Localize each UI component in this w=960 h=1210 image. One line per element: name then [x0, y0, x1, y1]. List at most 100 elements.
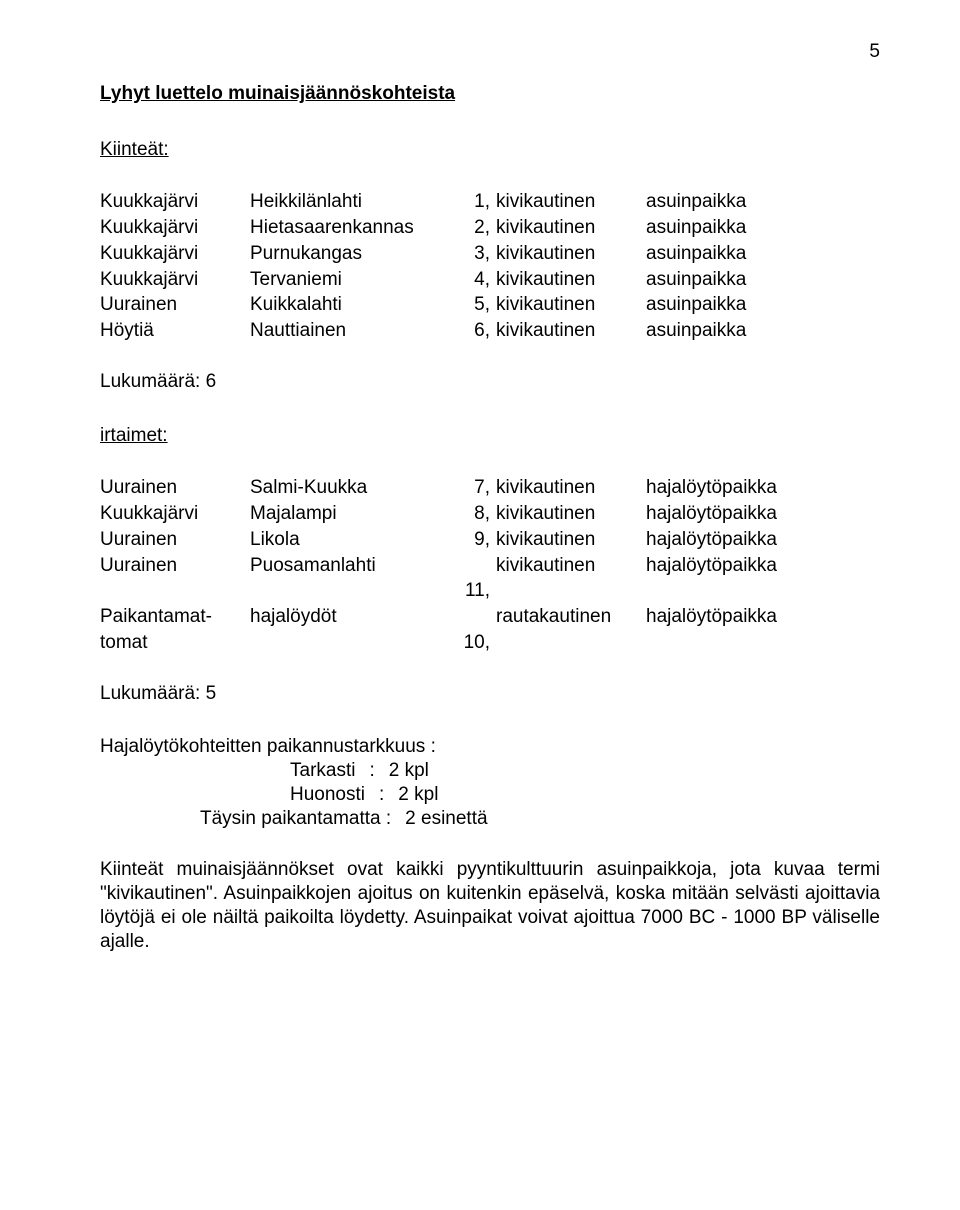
accuracy-value: 2 esinettä [405, 807, 487, 831]
table-cell: Kuukkajärvi [100, 215, 250, 241]
table-cell: Kuukkajärvi [100, 241, 250, 267]
accuracy-line: Tarkasti:2 kpl [100, 759, 880, 783]
table-cell: 9, [450, 527, 496, 553]
kiinteat-label: Kiinteät: [100, 138, 880, 162]
table-cell: 5, [450, 292, 496, 318]
table-cell: kivikautinen [496, 292, 646, 318]
table-row: HöytiäNauttiainen6,kivikautinenasuinpaik… [100, 318, 816, 344]
table-cell: kivikautinen [496, 267, 646, 293]
accuracy-label: Huonosti [290, 783, 365, 807]
table-row: UurainenPuosamanlahti kivikautinenhajalöy… [100, 553, 816, 579]
table-row: tomat 10, [100, 630, 816, 656]
table-cell: Uurainen [100, 475, 250, 501]
table-row: UurainenKuikkalahti5,kivikautinenasuinpa… [100, 292, 816, 318]
table-row: KuukkajärviTervaniemi4,kivikautinenasuin… [100, 267, 816, 293]
table-cell [496, 578, 646, 604]
table-cell [450, 553, 496, 579]
table-cell: 2, [450, 215, 496, 241]
page-title: Lyhyt luettelo muinaisjäännöskohteista [100, 82, 880, 106]
accuracy-value: 2 kpl [389, 759, 429, 783]
table-row: KuukkajärviPurnukangas3,kivikautinenasui… [100, 241, 816, 267]
accuracy-label: Tarkasti [290, 759, 355, 783]
accuracy-colon: : [365, 783, 398, 807]
table-cell: rautakautinen [496, 604, 646, 630]
table-cell: 10, [450, 630, 496, 656]
table-cell: kivikautinen [496, 553, 646, 579]
table-row: KuukkajärviHietasaarenkannas2,kivikautin… [100, 215, 816, 241]
table-cell [646, 630, 816, 656]
table-cell: kivikautinen [496, 189, 646, 215]
body-paragraph: Kiinteät muinaisjäännökset ovat kaikki p… [100, 858, 880, 953]
table-cell: Uurainen [100, 553, 250, 579]
table-cell [496, 630, 646, 656]
table-cell [250, 578, 450, 604]
table-row: Paikantamat-hajalöydöt rautakautinenhajal… [100, 604, 816, 630]
table-cell: hajalöytöpaikka [646, 604, 816, 630]
irtaimet-table: UurainenSalmi-Kuukka7,kivikautinenhajalö… [100, 475, 816, 655]
table-cell: hajalöytöpaikka [646, 553, 816, 579]
table-row: KuukkajärviMajalampi8,kivikautinenhajalö… [100, 501, 816, 527]
accuracy-colon: : [355, 759, 388, 783]
table-cell: Puosamanlahti [250, 553, 450, 579]
accuracy-line: Täysin paikantamatta : 2 esinettä [100, 807, 880, 831]
table-cell: tomat [100, 630, 250, 656]
table-cell: 7, [450, 475, 496, 501]
table-row: 11, [100, 578, 816, 604]
table-cell: Kuukkajärvi [100, 267, 250, 293]
table-row: UurainenSalmi-Kuukka7,kivikautinenhajalö… [100, 475, 816, 501]
table-cell [100, 578, 250, 604]
table-cell: 1, [450, 189, 496, 215]
table-cell: 3, [450, 241, 496, 267]
table-cell: 4, [450, 267, 496, 293]
accuracy-line: Huonosti:2 kpl [100, 783, 880, 807]
irtaimet-count: Lukumäärä: 5 [100, 682, 880, 706]
table-cell [646, 578, 816, 604]
table-cell: hajalöydöt [250, 604, 450, 630]
table-cell: kivikautinen [496, 475, 646, 501]
table-cell: hajalöytöpaikka [646, 475, 816, 501]
table-cell: asuinpaikka [646, 215, 816, 241]
irtaimet-label: irtaimet: [100, 424, 880, 448]
table-cell: asuinpaikka [646, 241, 816, 267]
accuracy-title: Hajalöytökohteitten paikannustarkkuus : [100, 735, 880, 759]
table-cell: Heikkilänlahti [250, 189, 450, 215]
page-number: 5 [100, 40, 880, 64]
table-cell: kivikautinen [496, 215, 646, 241]
table-cell: Kuukkajärvi [100, 189, 250, 215]
table-cell: Paikantamat- [100, 604, 250, 630]
table-cell: Purnukangas [250, 241, 450, 267]
accuracy-block: Hajalöytökohteitten paikannustarkkuus : … [100, 735, 880, 830]
table-row: KuukkajärviHeikkilänlahti1,kivikautinena… [100, 189, 816, 215]
table-cell [450, 604, 496, 630]
table-cell: Hietasaarenkannas [250, 215, 450, 241]
table-cell: hajalöytöpaikka [646, 501, 816, 527]
table-cell: asuinpaikka [646, 267, 816, 293]
table-cell: asuinpaikka [646, 292, 816, 318]
table-cell: Höytiä [100, 318, 250, 344]
table-cell: 8, [450, 501, 496, 527]
table-cell [250, 630, 450, 656]
kiinteat-table: KuukkajärviHeikkilänlahti1,kivikautinena… [100, 189, 816, 344]
table-cell: Kuukkajärvi [100, 501, 250, 527]
table-cell: Nauttiainen [250, 318, 450, 344]
table-cell: kivikautinen [496, 527, 646, 553]
accuracy-value: 2 kpl [398, 783, 438, 807]
table-cell: kivikautinen [496, 241, 646, 267]
kiinteat-count: Lukumäärä: 6 [100, 370, 880, 394]
table-cell: 6, [450, 318, 496, 344]
table-cell: Salmi-Kuukka [250, 475, 450, 501]
table-cell: Uurainen [100, 527, 250, 553]
table-cell: asuinpaikka [646, 318, 816, 344]
table-cell: kivikautinen [496, 318, 646, 344]
table-cell: asuinpaikka [646, 189, 816, 215]
table-cell: hajalöytöpaikka [646, 527, 816, 553]
table-cell: Likola [250, 527, 450, 553]
table-cell: Majalampi [250, 501, 450, 527]
accuracy-label: Täysin paikantamatta : [200, 807, 391, 831]
table-cell: 11, [450, 578, 496, 604]
table-cell: Uurainen [100, 292, 250, 318]
table-cell: kivikautinen [496, 501, 646, 527]
table-row: UurainenLikola9,kivikautinenhajalöytöpai… [100, 527, 816, 553]
table-cell: Tervaniemi [250, 267, 450, 293]
table-cell: Kuikkalahti [250, 292, 450, 318]
